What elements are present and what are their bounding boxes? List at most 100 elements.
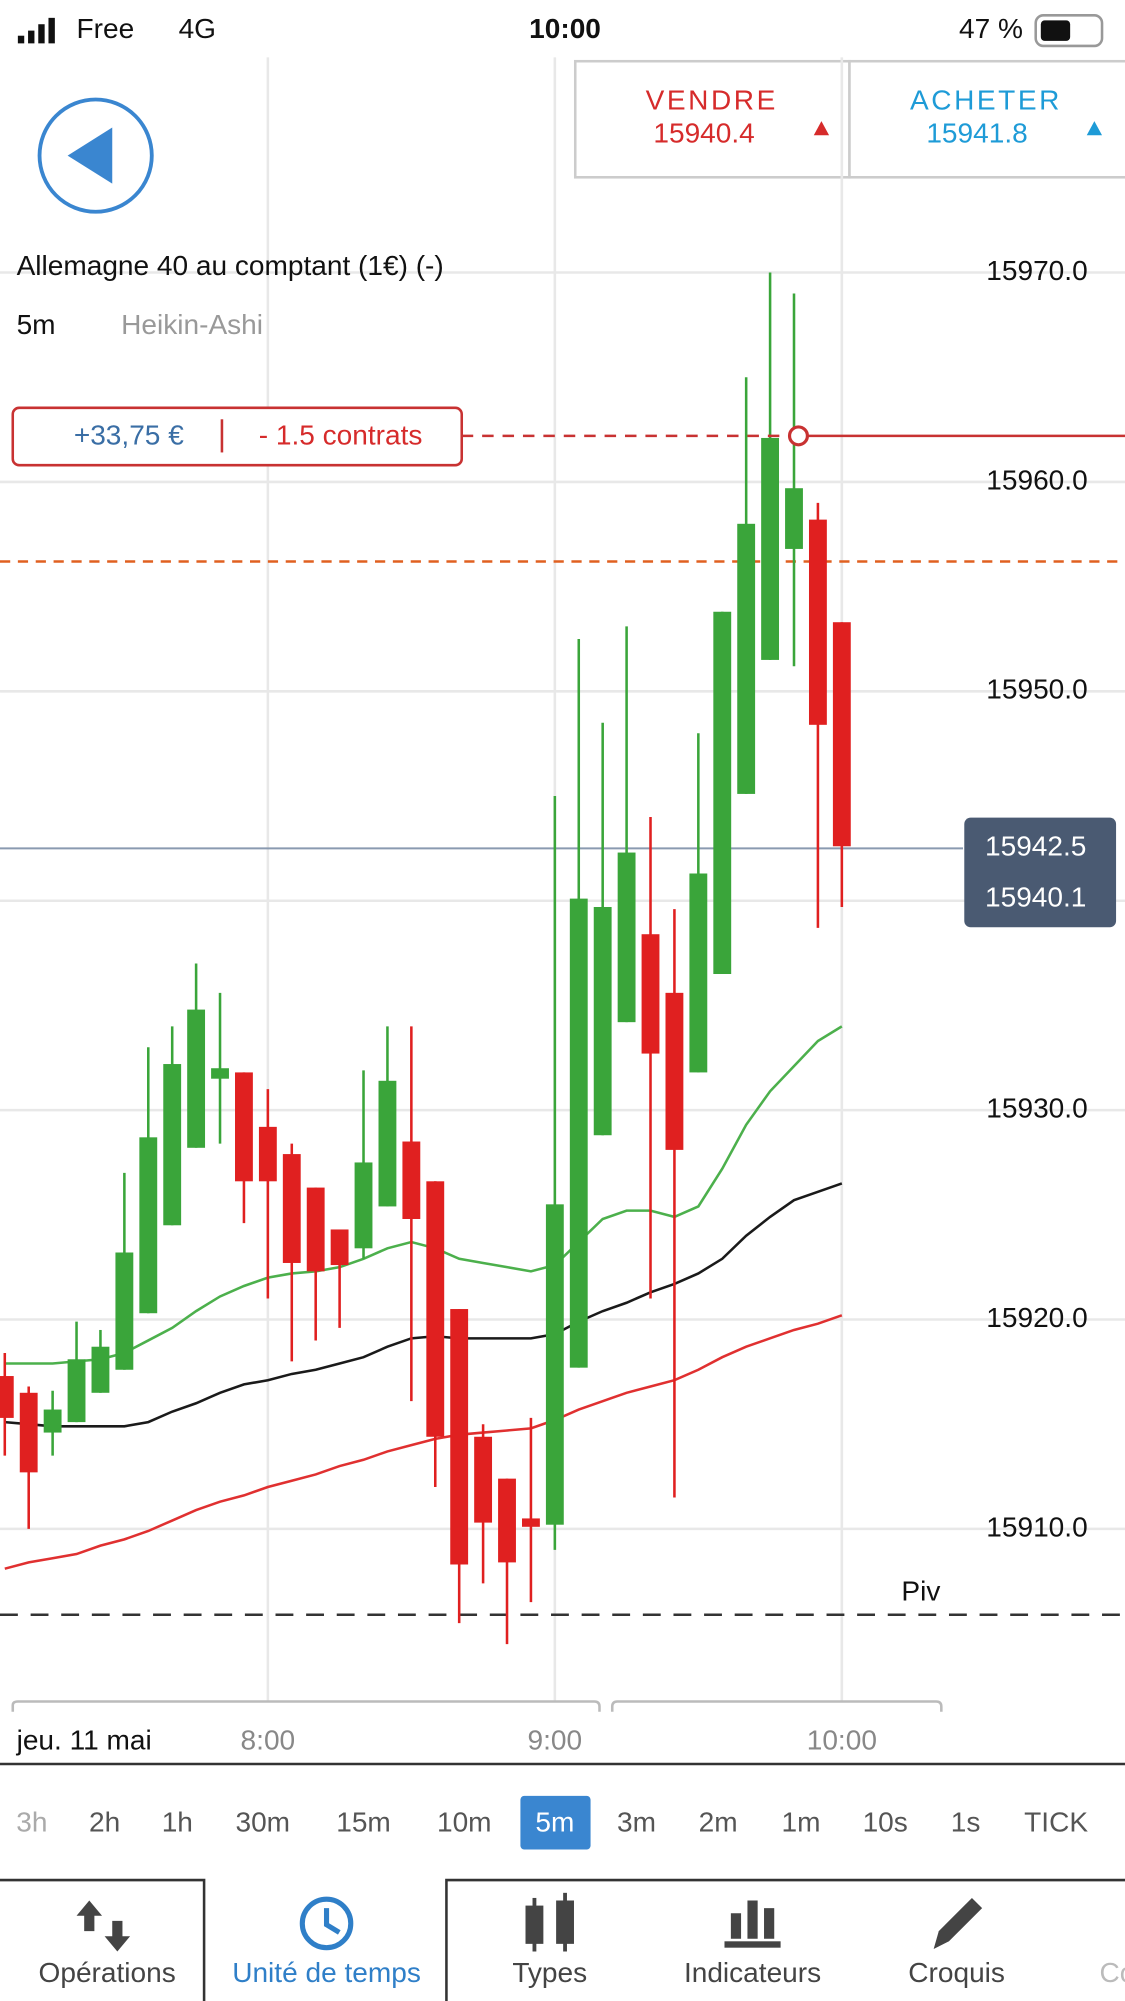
timeframe-selected[interactable] — [520, 1795, 591, 1850]
candle-body — [211, 1068, 229, 1079]
price-tag — [964, 817, 1117, 928]
timeframe-option[interactable]: 2m — [699, 1806, 738, 1837]
back-arrow[interactable] — [67, 127, 113, 184]
indicators-icon[interactable] — [764, 1908, 775, 1939]
buy-box[interactable] — [848, 59, 1125, 179]
candle-body — [91, 1346, 110, 1393]
moving-average — [4, 1314, 843, 1570]
signal — [28, 30, 35, 44]
buy-arrow — [1086, 121, 1103, 136]
candle-body — [808, 519, 827, 725]
timeframe-bar: 3h 2h 1h 30m 15m 10m 5m 3m 2m 1m 10s 1s TICK — [16, 1795, 1088, 1850]
position-size: - 1.5 contrats — [259, 420, 423, 451]
candle-body — [43, 1409, 62, 1433]
timeframe-option[interactable]: 2h — [89, 1806, 120, 1837]
tab-icons — [76, 1892, 983, 1952]
sell-box[interactable] — [573, 59, 851, 179]
timeframe-option[interactable]: 30m — [235, 1806, 290, 1837]
back-button[interactable] — [37, 97, 154, 214]
sell-arrow — [813, 121, 830, 136]
timeframe-option[interactable]: 10m — [437, 1806, 492, 1837]
tab-label[interactable]: Co — [1099, 1957, 1125, 1988]
candle-body — [450, 1309, 469, 1565]
timeframe-option[interactable]: 1m — [782, 1806, 821, 1837]
buy-price[interactable]: 15941.8 — [926, 118, 1027, 149]
date-bg — [0, 1719, 192, 1763]
indicators-icon[interactable] — [747, 1900, 758, 1939]
candle-body — [282, 1154, 301, 1263]
position-handle[interactable] — [787, 425, 809, 447]
candle-body — [139, 1137, 158, 1314]
candle-body — [187, 1009, 206, 1148]
indicators-icon[interactable] — [724, 1941, 781, 1948]
candle-body — [115, 1252, 134, 1370]
tab-borders — [0, 1878, 1125, 2001]
candle-body — [426, 1181, 445, 1437]
timeframe-option[interactable]: 1h — [162, 1806, 193, 1837]
timeframe-option[interactable]: 5m — [535, 1806, 574, 1837]
candle-body — [569, 898, 588, 1368]
chart — [0, 57, 1125, 1702]
buy-label[interactable]: ACHETER — [910, 84, 1062, 115]
y-tick-label: 15930.0 — [986, 1093, 1087, 1124]
chart-type: Heikin-Ashi — [121, 309, 263, 340]
tab-label[interactable]: Croquis — [908, 1957, 1005, 1988]
sell-price[interactable]: 15940.4 — [653, 118, 754, 149]
tab-label[interactable]: Indicateurs — [684, 1957, 821, 1988]
candle-body — [689, 873, 708, 1073]
candle-body — [306, 1187, 325, 1272]
y-tick-label: 15920.0 — [986, 1302, 1087, 1333]
timeframe-option[interactable]: 1s — [951, 1806, 981, 1837]
indicators-icon[interactable] — [730, 1913, 742, 1939]
instrument-name: Allemagne 40 au comptant (1€) (-) — [17, 250, 444, 281]
moving-average — [4, 1182, 843, 1428]
x-axis: 8:00 9:00 10:00 — [241, 1725, 877, 1756]
timeframe-option[interactable]: 3h — [16, 1806, 47, 1837]
y-tick-label: 15910.0 — [986, 1511, 1087, 1542]
candle-body — [330, 1229, 349, 1266]
y-tick-label: 15970.0 — [986, 255, 1087, 286]
x-tick-label: 8:00 — [241, 1725, 296, 1756]
timeframe-option[interactable]: 15m — [336, 1806, 391, 1837]
sketch-icon[interactable] — [933, 1897, 983, 1949]
clock-icon[interactable] — [299, 1896, 354, 1951]
candle-body — [378, 1080, 397, 1207]
y-tick-label: 15960.0 — [986, 464, 1087, 495]
axis-bracket — [11, 1700, 943, 1712]
price-tag-text: 15940.1 — [985, 882, 1086, 913]
timeframe-option[interactable]: 10s — [863, 1806, 908, 1837]
position-box[interactable] — [11, 406, 464, 467]
timeframe-option[interactable]: TICK — [1024, 1806, 1088, 1837]
sell-label[interactable]: VENDRE — [646, 84, 778, 115]
x-tick-label: 10:00 — [807, 1725, 877, 1756]
date-label: jeu. 11 mai — [16, 1725, 152, 1756]
battery-text: 47 % — [959, 13, 1023, 44]
sell-button[interactable]: VENDRE 15940.4 — [573, 59, 851, 179]
x-tick-label: 9:00 — [528, 1725, 583, 1756]
timeframe-option[interactable]: 3m — [617, 1806, 656, 1837]
operations-icon[interactable] — [76, 1900, 131, 1952]
candle-body — [617, 852, 636, 1023]
candle-body — [713, 611, 732, 975]
candle-body — [545, 1204, 564, 1525]
clock-hands[interactable] — [323, 1908, 341, 1935]
tab-label[interactable]: Types — [512, 1957, 587, 1988]
candle-body — [641, 934, 660, 1054]
tab-label[interactable]: Unité de temps — [232, 1957, 421, 1988]
candle-body — [235, 1072, 253, 1182]
network: 4G — [179, 13, 216, 44]
candle-body — [498, 1478, 516, 1563]
signal — [48, 17, 55, 44]
tab-label[interactable]: Opérations — [39, 1957, 176, 1988]
signal — [17, 35, 25, 44]
candle-body — [522, 1518, 540, 1527]
candle-body — [19, 1392, 38, 1473]
candle-body — [67, 1359, 86, 1423]
battery-icon — [1034, 14, 1104, 48]
buy-button[interactable]: ACHETER 15941.8 — [848, 59, 1125, 179]
candle-body — [832, 622, 851, 847]
tabs: Opérations Unité de temps Types Indicateurs… — [39, 1957, 1125, 1988]
timeframe: 5m — [17, 309, 56, 340]
candle-body — [474, 1436, 493, 1523]
